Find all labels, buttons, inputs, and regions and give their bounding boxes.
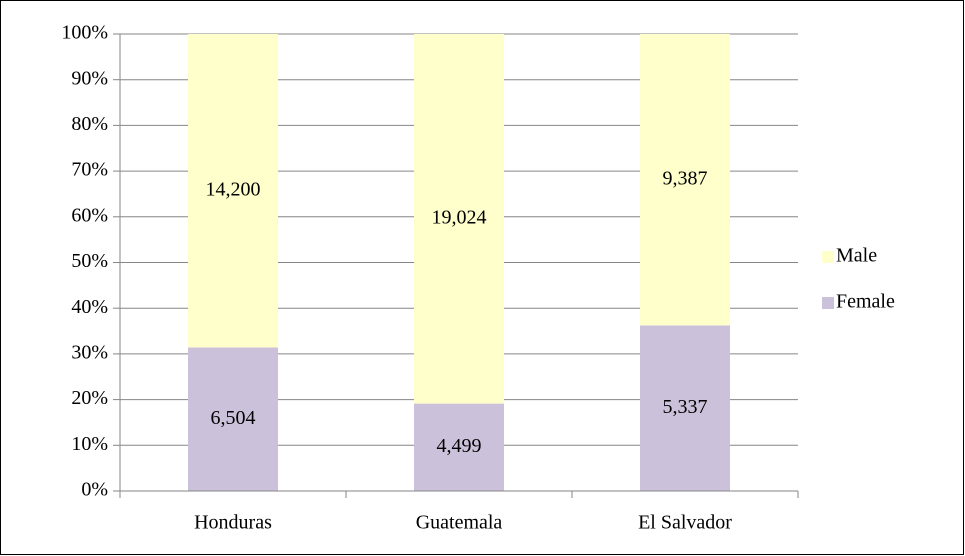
bar-segment [414,34,504,404]
data-label: 5,337 [663,396,708,418]
y-tick-label: 90% [71,67,108,89]
y-tick-label: 10% [71,433,108,455]
legend-swatch [822,251,834,263]
y-tick-label: 60% [71,204,108,226]
y-tick-label: 80% [71,113,108,135]
bar-segment [640,34,730,326]
y-tick-label: 100% [61,22,108,44]
data-label: 6,504 [211,407,256,429]
bar-segment [188,347,278,491]
x-tick-label: Honduras [194,512,272,534]
legend-label: Male [836,245,877,267]
y-tick-label: 30% [71,341,108,363]
y-tick-label: 0% [81,479,108,501]
data-label: 9,387 [663,167,708,189]
x-tick-label: Guatemala [416,512,503,534]
y-tick-label: 20% [71,387,108,409]
legend-swatch [822,297,834,309]
bar-segment [188,34,278,348]
y-tick-label: 40% [71,296,108,318]
y-tick-label: 50% [71,250,108,272]
legend-label: Female [836,291,895,313]
y-tick-label: 70% [71,159,108,181]
data-label: 19,024 [432,206,487,228]
bar-segment [414,403,504,491]
bar-segment [640,325,730,491]
data-label: 14,200 [206,178,261,200]
x-tick-label: El Salvador [638,512,732,534]
data-label: 4,499 [437,435,482,457]
